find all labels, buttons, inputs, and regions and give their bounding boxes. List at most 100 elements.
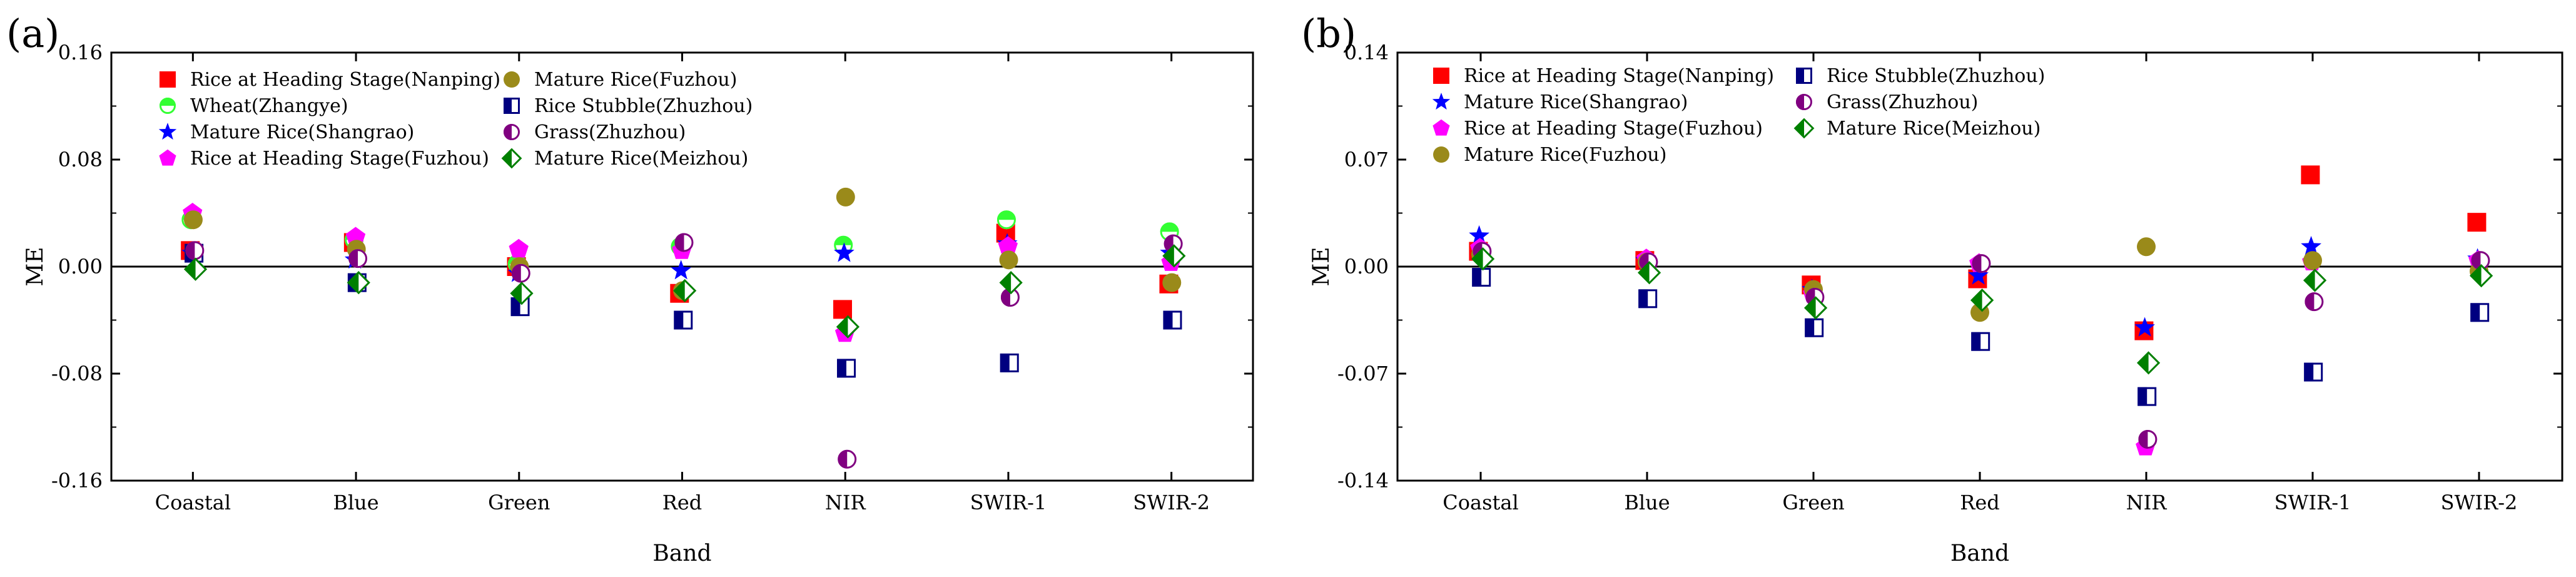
x-tick-label: Coastal [1443, 491, 1518, 514]
legend-label: Rice Stubble(Zhuzhou) [534, 95, 753, 117]
legend-label: Mature Rice(Meizhou) [1827, 118, 2041, 140]
y-tick-label: 0.16 [58, 41, 103, 64]
legend-marker [504, 124, 520, 140]
x-tick-label: Green [1782, 491, 1844, 514]
x-tick-label: SWIR-2 [2441, 491, 2518, 514]
x-axis-label: Band [652, 541, 711, 566]
data-point [1163, 310, 1182, 330]
x-tick-label: Red [662, 491, 702, 514]
legend-marker [1796, 94, 1812, 110]
y-tick-label: -0.16 [51, 469, 103, 493]
data-point [2303, 268, 2327, 292]
data-point [185, 241, 205, 260]
data-point [1637, 261, 1661, 285]
x-tick-label: SWIR-2 [1133, 491, 1210, 514]
y-tick-label: 0.00 [58, 255, 103, 278]
data-point [833, 300, 853, 319]
data-point [2304, 362, 2323, 382]
data-point [999, 250, 1018, 270]
data-point [2471, 251, 2490, 270]
data-point [2138, 430, 2158, 449]
y-tick-label: -0.07 [1337, 362, 1389, 386]
y-tick-label: 0.00 [1344, 255, 1389, 278]
legend-marker [501, 148, 522, 169]
legend-label: Rice Stubble(Zhuzhou) [1827, 65, 2045, 87]
legend-label: Mature Rice(Fuzhou) [534, 69, 737, 91]
data-point [509, 238, 529, 258]
legend-label: Rice at Heading Stage(Fuzhou) [1464, 118, 1763, 140]
data-point [1471, 247, 1495, 271]
x-tick-label: NIR [825, 491, 866, 514]
data-point [2134, 317, 2155, 337]
legend-label: Grass(Zhuzhou) [1827, 91, 1978, 113]
data-point [1638, 289, 1658, 309]
legend-marker [158, 123, 177, 140]
data-point [836, 315, 860, 339]
legend-label: Mature Rice(Meizhou) [534, 148, 748, 170]
data-point [2137, 387, 2157, 406]
data-point [1000, 353, 1019, 372]
legend-label: Wheat(Zhangye) [190, 95, 348, 117]
data-point [671, 260, 692, 280]
legend-marker [1796, 68, 1812, 84]
data-point [2301, 165, 2320, 185]
data-point [1803, 296, 1828, 320]
data-point [2136, 351, 2161, 375]
legend-marker [160, 98, 176, 114]
data-point [674, 233, 694, 252]
data-point [998, 236, 1018, 255]
y-tick-label: -0.08 [51, 362, 103, 386]
chart-panel-b: (b) -0.14 -0.07 0.00 0.07 0.14 Coastal Blue Gree… [1301, 11, 2563, 566]
legend: Rice at Heading Stage(Nanping) Mature Ric… [1432, 65, 2045, 166]
data-point [510, 282, 534, 305]
x-axis-label: Band [1950, 541, 2009, 566]
data-point [674, 310, 693, 330]
legend-label: Mature Rice(Shangrao) [1464, 91, 1688, 113]
legend-marker [504, 71, 520, 88]
legend-marker [159, 149, 176, 166]
y-axis-label: ME [23, 247, 48, 286]
data-point [2303, 251, 2322, 270]
x-tick-label: Coastal [155, 491, 231, 514]
legend-marker [1433, 119, 1450, 136]
x-tick-label: SWIR-1 [2274, 491, 2351, 514]
data-point [999, 271, 1023, 295]
series-6 [1471, 247, 2493, 375]
data-point [834, 242, 854, 262]
data-point [836, 187, 855, 207]
x-tick-label: Red [1960, 491, 2000, 514]
chart-panel-a: (a) -0.16 -0.08 0.00 0.08 0.16 Coastal Blue Gree… [6, 11, 1254, 566]
data-point [838, 449, 857, 469]
x-tick-label: NIR [2126, 491, 2168, 514]
data-point [1164, 234, 1183, 253]
data-point [1971, 332, 1990, 351]
data-point [347, 271, 370, 295]
data-point [2470, 303, 2490, 322]
x-tick-label: Blue [1624, 491, 1670, 514]
legend: Rice at Heading Stage(Nanping) Wheat(Zhan… [158, 69, 753, 170]
data-point [1970, 288, 1994, 312]
legend-marker [1793, 118, 1815, 139]
data-point [673, 278, 697, 303]
data-point [1162, 244, 1186, 268]
series-5 [185, 243, 1182, 378]
data-point [2467, 213, 2487, 232]
legend-marker [1433, 146, 1449, 163]
legend-label: Grass(Zhuzhou) [534, 121, 686, 143]
panel-label: (b) [1301, 11, 1356, 56]
legend-label: Rice at Heading Stage(Nanping) [190, 69, 500, 91]
data-point [2469, 264, 2493, 288]
legend-label: Mature Rice(Fuzhou) [1464, 144, 1666, 166]
panel-label: (a) [6, 11, 59, 56]
legend-label: Mature Rice(Shangrao) [190, 121, 414, 143]
data-point [996, 210, 1016, 230]
data-point [1972, 254, 1991, 273]
data-point [2305, 292, 2324, 312]
data-point [1968, 265, 1989, 285]
legend-label: Rice at Heading Stage(Nanping) [1464, 65, 1774, 87]
data-point [2301, 236, 2321, 256]
legend-marker [1433, 68, 1449, 84]
data-point [2137, 237, 2156, 257]
